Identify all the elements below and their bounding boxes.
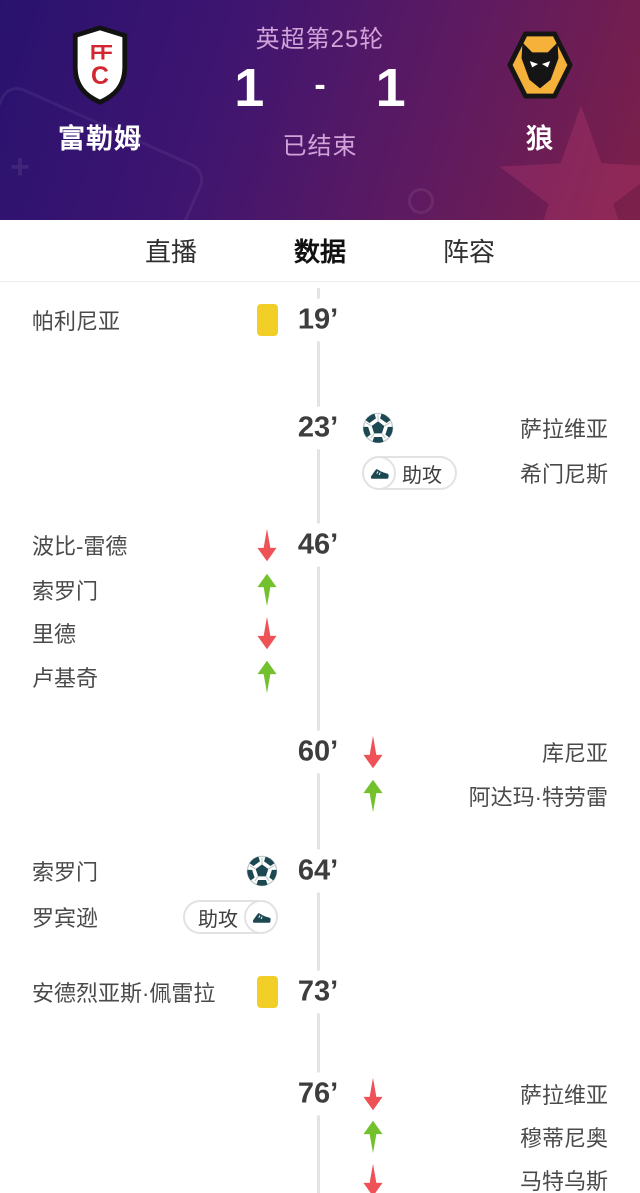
player-name: 穆蒂尼奥 [519, 1126, 608, 1151]
match-status: 已结束 [282, 133, 358, 160]
player-name: 帕利尼亚 [32, 309, 121, 334]
home-team: FF C 富勒姆 [0, 0, 200, 220]
minute-label: 76’ [290, 1072, 346, 1116]
minute-label: 19’ [290, 298, 346, 342]
event-sub-on-away: 穆蒂尼奥 [0, 1115, 640, 1159]
player-name: 萨拉维亚 [519, 1083, 608, 1108]
sub-off-arrow-icon [256, 617, 278, 650]
event-sub-off-home: 波比-雷德 46’ [0, 523, 640, 567]
event-yellow-card-home: 安德烈亚斯·佩雷拉 73’ [0, 970, 640, 1014]
player-name: 萨拉维亚 [519, 417, 608, 442]
minute-label: 64’ [290, 849, 346, 893]
player-name: 索罗门 [32, 579, 99, 604]
assist-badge: 助攻 [183, 900, 278, 934]
event-assist-home: 罗宾逊 助攻 [0, 895, 640, 939]
player-name: 希门尼斯 [519, 462, 608, 487]
player-name: 库尼亚 [541, 741, 608, 766]
boot-icon [251, 909, 272, 925]
match-header: + FF C 富勒姆 英超第25轮 1 - 1 已结束 [0, 0, 640, 220]
tab-live[interactable]: 直播 [144, 237, 197, 267]
sub-off-arrow-icon [362, 1078, 384, 1111]
event-yellow-card-home: 帕利尼亚 19’ [0, 298, 640, 342]
wolves-crest-icon [507, 31, 573, 99]
event-goal-away: 23’ 萨拉维亚 [0, 406, 640, 450]
boot-icon [369, 465, 390, 481]
player-name: 波比-雷德 [32, 534, 128, 559]
sub-off-arrow-icon [362, 736, 384, 769]
away-team-name: 狼 [526, 124, 554, 154]
away-score: 1 [375, 58, 406, 118]
sub-on-arrow-icon [362, 780, 384, 813]
minute-label: 23’ [290, 406, 346, 450]
score-separator: - [314, 66, 326, 104]
assist-label: 助攻 [198, 908, 238, 931]
player-name: 索罗门 [32, 860, 99, 885]
sub-on-arrow-icon [362, 1121, 384, 1154]
event-sub-on-home: 卢基奇 [0, 655, 640, 699]
soccer-ball-icon [362, 412, 394, 444]
minute-label: 60’ [290, 730, 346, 774]
event-sub-on-home: 索罗门 [0, 568, 640, 612]
home-team-logo: FF C [69, 25, 131, 105]
event-sub-off-home: 里德 [0, 611, 640, 655]
home-score: 1 [234, 58, 265, 118]
event-goal-home: 索罗门 64’ [0, 849, 640, 893]
score: 1 - 1 [234, 59, 405, 117]
svg-text:FF: FF [90, 41, 113, 64]
event-sub-off-away: 马特乌斯 [0, 1158, 640, 1193]
player-name: 卢基奇 [32, 666, 99, 691]
player-name: 里德 [32, 622, 77, 647]
player-name: 马特乌斯 [519, 1169, 608, 1193]
sub-off-arrow-icon [256, 529, 278, 562]
league-round-label: 英超第25轮 [255, 26, 385, 53]
sub-on-arrow-icon [256, 574, 278, 607]
player-name: 安德烈亚斯·佩雷拉 [32, 981, 216, 1006]
player-name: 罗宾逊 [32, 906, 99, 931]
away-team-logo [506, 26, 574, 104]
sub-on-arrow-icon [256, 661, 278, 694]
soccer-ball-icon [246, 855, 278, 887]
event-sub-off-away: 60’ 库尼亚 [0, 730, 640, 774]
fulham-crest-icon: FF C [72, 25, 128, 105]
event-assist-away: 助攻 希门尼斯 [0, 451, 640, 495]
svg-text:C: C [91, 63, 109, 90]
assist-badge: 助攻 [362, 456, 457, 490]
match-timeline: 帕利尼亚 19’ 23’ 萨拉维亚 助攻 希门尼斯 波比-雷德 46’ 索罗门 … [0, 282, 640, 1193]
minute-label: 73’ [290, 970, 346, 1014]
home-team-name: 富勒姆 [58, 124, 142, 154]
assist-label: 助攻 [402, 464, 442, 487]
away-team: 狼 [440, 0, 640, 220]
event-sub-on-away: 阿达玛·特劳雷 [0, 774, 640, 818]
player-name: 阿达玛·特劳雷 [468, 785, 608, 810]
event-sub-off-away: 76’ 萨拉维亚 [0, 1072, 640, 1116]
tab-bar: 直播 数据 阵容 [0, 220, 640, 289]
tab-stats[interactable]: 数据 [290, 232, 349, 289]
minute-label: 46’ [290, 523, 346, 567]
yellow-card-icon [257, 976, 278, 1008]
tab-lineup[interactable]: 阵容 [443, 237, 496, 267]
sub-off-arrow-icon [362, 1164, 384, 1193]
yellow-card-icon [257, 304, 278, 336]
